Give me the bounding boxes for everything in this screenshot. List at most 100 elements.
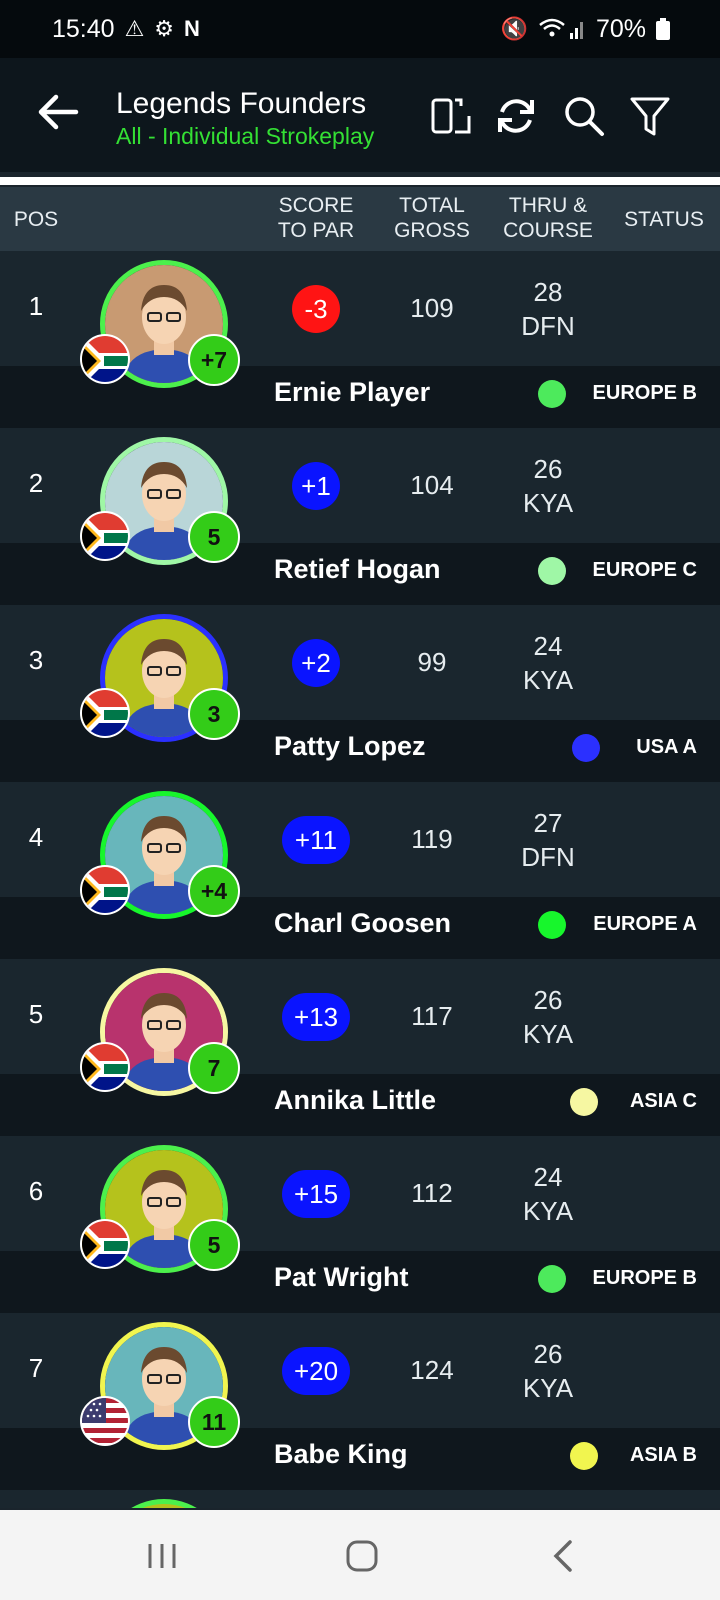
score-to-par-badge: +20 [282, 1347, 350, 1395]
position: 5 [28, 999, 44, 1029]
total-gross: 104 [410, 470, 454, 500]
total-gross: 112 [411, 1178, 453, 1208]
header-gross-line1: TOTAL [399, 194, 465, 217]
leaderboard-row[interactable]: 6 5 +15 112 24 KYA Pat Wright EUROPE B [0, 1136, 720, 1313]
player-name[interactable]: Retief Hogan [274, 554, 441, 584]
handicap-badge: +4 [188, 865, 240, 917]
team-color-dot [538, 911, 566, 939]
leaderboard-row[interactable]: 3 3 +2 99 24 KYA Patty Lopez USA A [0, 605, 720, 782]
page-subtitle[interactable]: All - Individual Strokeplay [116, 123, 375, 149]
header-thru-course[interactable]: THRU & COURSE [492, 193, 604, 243]
header-thru-line2: COURSE [503, 219, 593, 242]
settings-icon: ⚙ [154, 16, 175, 41]
device-rotate-icon[interactable] [429, 94, 473, 138]
system-nav-bar [0, 1510, 720, 1600]
thru-course: 28 DFN [496, 275, 600, 343]
south-africa-flag-icon [80, 865, 130, 915]
player-avatar-group[interactable] [100, 1499, 228, 1508]
leaderboard-row[interactable]: 1 +7 -3 109 28 DFN Ernie Player EUROPE B [0, 251, 720, 428]
player-avatar-group[interactable]: 3 [80, 614, 240, 742]
score-to-par-badge: +15 [282, 1170, 350, 1218]
table-header: POS SCORE TO PAR TOTAL GROSS THRU & COUR… [0, 187, 720, 251]
team-color-dot [538, 1265, 566, 1293]
thru-course: 24 KYA [496, 629, 600, 697]
player-avatar-group[interactable]: 5 [80, 1145, 240, 1273]
thru-holes: 27 [533, 808, 563, 838]
refresh-icon[interactable] [494, 94, 538, 138]
header-score-line2: TO PAR [277, 219, 355, 242]
player-name[interactable]: Ernie Player [274, 377, 431, 407]
south-africa-flag-icon [80, 511, 130, 561]
thru-holes: 26 [533, 1339, 563, 1369]
leaderboard-list[interactable]: 1 +7 -3 109 28 DFN Ernie Player EUROPE B 2 5 +1 104… [0, 251, 720, 1508]
team-name: ASIA C [629, 1090, 697, 1112]
header-pos[interactable]: POS [13, 208, 59, 231]
player-name[interactable]: Patty Lopez [274, 731, 426, 761]
total-gross: 99 [417, 647, 447, 677]
handicap-badge: 11 [188, 1396, 240, 1448]
player-avatar-group[interactable]: +4 [80, 791, 240, 919]
thru-holes: 28 [533, 277, 563, 307]
player-name[interactable]: Charl Goosen [274, 908, 452, 938]
player-avatar-group[interactable]: +7 [80, 260, 240, 388]
thru-course: 24 KYA [496, 1160, 600, 1228]
course-code: DFN [521, 311, 575, 341]
player-avatar-group[interactable]: 11 [80, 1322, 240, 1450]
handicap-badge: 7 [188, 1042, 240, 1094]
player-name[interactable]: Annika Little [274, 1085, 437, 1115]
position: 3 [28, 645, 44, 675]
handicap-badge: 5 [188, 511, 240, 563]
player-name[interactable]: Babe King [274, 1439, 408, 1469]
search-icon[interactable] [562, 94, 606, 138]
battery-icon [656, 18, 670, 40]
usa-flag-icon [80, 1396, 130, 1446]
course-code: KYA [522, 665, 574, 695]
recent-apps-icon[interactable] [140, 1534, 184, 1578]
thru-course: 27 DFN [496, 806, 600, 874]
team-name: ASIA B [629, 1444, 697, 1466]
course-code: DFN [521, 842, 575, 872]
thru-holes: 24 [533, 1162, 563, 1192]
leaderboard-row[interactable]: 5 7 +13 117 26 KYA Annika Little ASIA C [0, 959, 720, 1136]
mute-icon: 🔇 [500, 16, 528, 41]
thru-holes: 26 [533, 454, 563, 484]
south-africa-flag-icon [80, 1219, 130, 1269]
handicap-badge: +7 [188, 334, 240, 386]
leaderboard-row[interactable]: 4 +4 +11 119 27 DFN Charl Goosen EUROPE A [0, 782, 720, 959]
player-avatar-group[interactable]: 7 [80, 968, 240, 1096]
position: 1 [28, 291, 44, 321]
score-to-par-badge: +11 [282, 816, 350, 864]
filter-icon[interactable] [628, 94, 672, 138]
leaderboard-row[interactable]: 7 11 +20 124 26 KYA Babe King ASIA B [0, 1313, 720, 1490]
course-code: KYA [522, 1373, 574, 1403]
player-avatar-group[interactable]: 5 [80, 437, 240, 565]
total-gross: 109 [410, 293, 454, 323]
header-score-line1: SCORE [278, 194, 354, 217]
course-code: KYA [522, 1196, 574, 1226]
status-bar: 15:40 ⚠ ⚙ N 🔇 70% [0, 0, 720, 58]
score-to-par-badge: +2 [292, 639, 340, 687]
course-code: KYA [522, 1019, 574, 1049]
thru-holes: 24 [533, 631, 563, 661]
team-color-dot [570, 1442, 598, 1470]
team-color-dot [538, 557, 566, 585]
leaderboard-row[interactable]: 2 5 +1 104 26 KYA Retief Hogan EUROPE C [0, 428, 720, 605]
thru-course: 26 KYA [496, 452, 600, 520]
handicap-badge: 5 [188, 1219, 240, 1271]
position: 4 [28, 822, 44, 852]
avatar[interactable] [100, 260, 228, 388]
header-score-to-par[interactable]: SCORE TO PAR [262, 193, 370, 243]
warning-icon: ⚠ [124, 16, 145, 41]
leaderboard-row-partial[interactable] [0, 1490, 720, 1508]
position: 7 [28, 1353, 44, 1383]
avatar[interactable] [100, 1499, 228, 1508]
back-arrow-icon[interactable] [36, 90, 80, 134]
team-color-dot [572, 734, 600, 762]
header-total-gross[interactable]: TOTAL GROSS [380, 193, 484, 243]
back-icon[interactable] [542, 1534, 586, 1578]
header-status[interactable]: STATUS [624, 208, 704, 231]
divider [0, 177, 720, 185]
player-name[interactable]: Pat Wright [274, 1262, 409, 1292]
home-icon[interactable] [340, 1534, 384, 1578]
team-color-dot [570, 1088, 598, 1116]
